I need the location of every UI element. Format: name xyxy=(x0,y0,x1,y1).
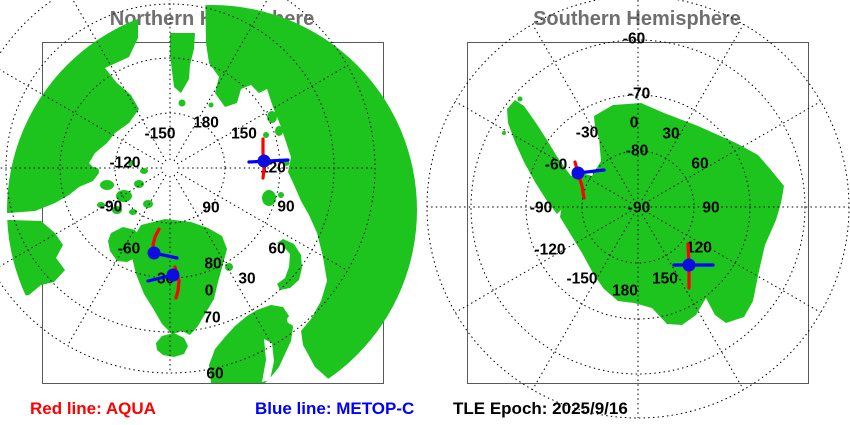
island xyxy=(116,190,132,202)
landmass-ellesmere xyxy=(108,227,140,262)
gulf-of-bothnia xyxy=(262,339,274,382)
grid-label: 30 xyxy=(662,126,679,143)
grid-label: 0 xyxy=(205,283,214,300)
island xyxy=(502,131,506,135)
southern-hemisphere-title: Southern Hemisphere xyxy=(533,8,741,30)
island xyxy=(87,167,99,175)
svalbard-island xyxy=(262,190,276,206)
grid-label: 70 xyxy=(203,310,220,327)
grid-label: -70 xyxy=(628,86,650,103)
latitude-circle xyxy=(470,39,806,375)
grid-label: 180 xyxy=(612,283,638,300)
grid-label: -60 xyxy=(118,241,140,258)
grid-label: -120 xyxy=(534,242,565,259)
grid-label: 90 xyxy=(202,200,219,217)
meridian-line xyxy=(455,210,632,313)
south-land-layer xyxy=(502,96,784,325)
graticule-layer xyxy=(426,0,850,419)
southern-hemisphere-map: -60 -70 0 -30 30 -80 -60 60 -90 -90 90 -120 120 -150 1… xyxy=(426,0,850,419)
meridian-line xyxy=(644,101,821,204)
grid-label: -90 xyxy=(100,199,122,216)
grid-label-layer: -60 -70 0 -30 30 -80 -60 60 -90 -90 90 -120 120 -150 1… xyxy=(530,31,720,300)
grid-label: 180 xyxy=(193,115,219,132)
meridian-line xyxy=(641,24,744,201)
satellite-position-dot xyxy=(571,166,585,180)
island xyxy=(112,206,122,214)
landmass-alaska-siberia-west xyxy=(7,5,139,215)
grid-label: -60 xyxy=(623,31,645,48)
grid-label: -150 xyxy=(144,126,175,143)
small-island xyxy=(178,99,186,107)
meridian-line xyxy=(641,213,744,390)
grid-label: -150 xyxy=(566,271,597,288)
grid-label: 30 xyxy=(238,271,255,288)
island xyxy=(267,111,277,123)
marker-layer xyxy=(571,160,715,290)
north-map-canvas: 180-150 150-120 120-90 90-60 60-30 3009080706… xyxy=(0,0,417,383)
island xyxy=(225,263,233,271)
satellite-position-dot xyxy=(147,246,161,260)
grid-label: 120 xyxy=(686,240,712,257)
grid-label: 90 xyxy=(702,200,719,217)
landmass-iceland xyxy=(156,333,188,357)
island xyxy=(263,132,269,138)
island xyxy=(134,180,144,188)
tle-epoch-label: TLE Epoch: 2025/9/16 xyxy=(453,399,628,418)
north-land-layer xyxy=(7,5,417,383)
island xyxy=(128,160,134,166)
grid-label: 80 xyxy=(204,256,221,273)
graticule-layer xyxy=(0,0,376,374)
northern-hemisphere-map: 180 -150 150 -120 120 -90 90 -60 60 -30 30 0 90 80 70 6… xyxy=(0,0,417,384)
grid-label: 150 xyxy=(231,126,257,143)
grid-label: -90 xyxy=(530,200,552,217)
landmass-antarctic-peninsula xyxy=(507,100,572,214)
grid-label: -30 xyxy=(576,125,598,142)
island xyxy=(97,202,105,208)
island xyxy=(278,192,284,198)
legend-red-line-aqua: Red line: AQUA xyxy=(30,399,156,418)
meridian-line xyxy=(455,101,632,204)
grid-label: -90 xyxy=(628,200,650,217)
grid-label: 60 xyxy=(268,241,285,258)
satellite-position-dot xyxy=(257,154,271,168)
grid-label: -80 xyxy=(626,143,648,160)
grid-label: -120 xyxy=(109,155,140,172)
island xyxy=(517,96,523,102)
landmass-canada xyxy=(7,219,65,301)
grid-label: 60 xyxy=(691,156,708,173)
island xyxy=(140,168,148,174)
latitude-circle xyxy=(0,0,376,374)
grid-label: 0 xyxy=(630,115,639,132)
grid-label: 90 xyxy=(277,199,294,216)
landmass-north-tongue xyxy=(170,33,195,93)
island xyxy=(129,209,137,215)
white-sea xyxy=(287,315,301,325)
landmass-novaya-zemlya xyxy=(277,239,302,290)
marker-layer xyxy=(146,137,290,300)
satellite-position-dot xyxy=(166,268,180,282)
island xyxy=(100,180,114,190)
island xyxy=(143,200,153,208)
island xyxy=(275,126,283,136)
latitude-circle xyxy=(59,57,281,279)
satellite-position-dot xyxy=(682,258,696,272)
landmass-antarctica xyxy=(560,103,784,325)
small-island xyxy=(208,102,214,108)
grid-label: 60 xyxy=(206,366,223,383)
grid-label: -60 xyxy=(545,157,567,174)
south-map-canvas: -60 -70 0 -30 30 -80 -60 60 -90 -90 90 -120 120 -150 1… xyxy=(426,0,850,419)
meridian-line xyxy=(532,24,635,201)
grid-label: 150 xyxy=(652,271,678,288)
meridian-line xyxy=(532,213,635,390)
legend-blue-line-metopc: Blue line: METOP-C xyxy=(255,399,415,418)
meridian-line xyxy=(644,210,821,313)
